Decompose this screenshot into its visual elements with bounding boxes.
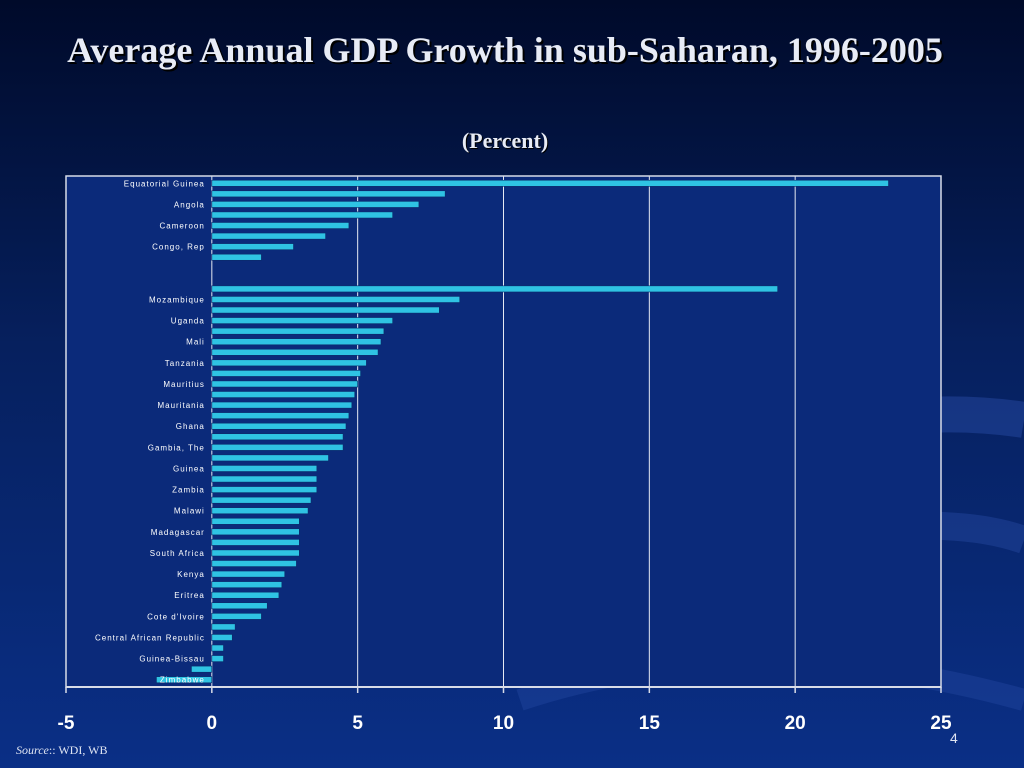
category-label-15: Mali (186, 338, 205, 347)
x-tick-label-2: 5 (352, 713, 363, 734)
bar-21 (212, 402, 352, 408)
bar-41 (212, 613, 262, 619)
source-label: Source (16, 743, 49, 757)
bar-19 (212, 381, 358, 387)
category-label-2: Angola (174, 200, 205, 209)
category-label-29: Zambia (172, 486, 205, 495)
bar-29 (212, 487, 317, 493)
bar-44 (212, 645, 224, 651)
x-tick-label-6: 25 (930, 713, 952, 734)
category-label-45: Guinea-Bissau (139, 655, 204, 664)
category-label-19: Mauritius (163, 380, 204, 389)
bar-43 (212, 634, 232, 640)
category-label-23: Ghana (176, 422, 205, 431)
category-label-13: Uganda (171, 317, 205, 326)
bar-25 (212, 444, 343, 450)
bar-6 (212, 244, 294, 250)
bar-17 (212, 360, 367, 366)
bar-46 (191, 666, 211, 672)
bar-35 (212, 550, 299, 556)
bar-42 (212, 624, 235, 630)
bar-18 (212, 370, 361, 376)
source-note: Source:: WDI, WB (16, 743, 107, 758)
bar-2 (212, 201, 419, 207)
bar-13 (212, 318, 393, 324)
bar-5 (212, 233, 326, 239)
category-label-21: Mauritania (157, 401, 204, 410)
page-number: 4 (950, 730, 958, 746)
category-label-35: South Africa (150, 549, 205, 558)
category-label-27: Guinea (173, 464, 205, 473)
bar-40 (212, 603, 267, 609)
bar-30 (212, 497, 311, 503)
bar-10 (212, 286, 778, 292)
category-label-39: Eritrea (174, 591, 205, 600)
bar-24 (212, 434, 343, 440)
category-label-41: Cote d'Ivoire (147, 612, 205, 621)
bar-27 (212, 465, 317, 471)
category-label-4: Cameroon (159, 222, 204, 231)
bar-12 (212, 307, 439, 313)
category-label-25: Gambia, The (148, 443, 205, 452)
category-label-0: Equatorial Guinea (124, 179, 205, 188)
bar-16 (212, 349, 378, 355)
bar-7 (212, 254, 262, 260)
bar-31 (212, 508, 308, 514)
x-tick-label-4: 15 (639, 713, 661, 734)
gdp-growth-bar-chart: Equatorial Guinea Angola Cameroon Congo, Re… (0, 0, 1024, 768)
bar-28 (212, 476, 317, 482)
bar-34 (212, 539, 299, 545)
category-label-31: Malawi (174, 507, 205, 516)
category-label-43: Central African Republic (95, 633, 205, 642)
x-tick-label-3: 10 (493, 713, 514, 734)
bar-33 (212, 529, 299, 535)
bar-0 (212, 180, 889, 186)
x-tick-label-0: -5 (58, 713, 75, 734)
bar-22 (212, 413, 349, 419)
bar-4 (212, 222, 349, 228)
bar-37 (212, 571, 285, 577)
source-text: :: WDI, WB (49, 743, 108, 757)
bar-23 (212, 423, 346, 429)
bar-1 (212, 191, 445, 197)
category-label-47: Zimbabwe (160, 676, 205, 685)
category-label-37: Kenya (177, 570, 205, 579)
bar-38 (212, 582, 282, 588)
bar-15 (212, 339, 381, 345)
x-tick-label-5: 20 (785, 713, 806, 734)
bar-3 (212, 212, 393, 218)
category-label-11: Mozambique (149, 295, 205, 304)
bar-11 (212, 296, 460, 302)
bar-20 (212, 391, 355, 397)
category-label-17: Tanzania (165, 359, 205, 368)
category-label-6: Congo, Rep (152, 243, 205, 252)
bar-14 (212, 328, 384, 334)
bar-26 (212, 455, 329, 461)
bar-32 (212, 518, 299, 524)
x-tick-label-1: 0 (207, 713, 218, 734)
category-label-33: Madagascar (151, 528, 205, 537)
bar-39 (212, 592, 279, 598)
bar-36 (212, 560, 297, 566)
bar-45 (212, 656, 224, 662)
